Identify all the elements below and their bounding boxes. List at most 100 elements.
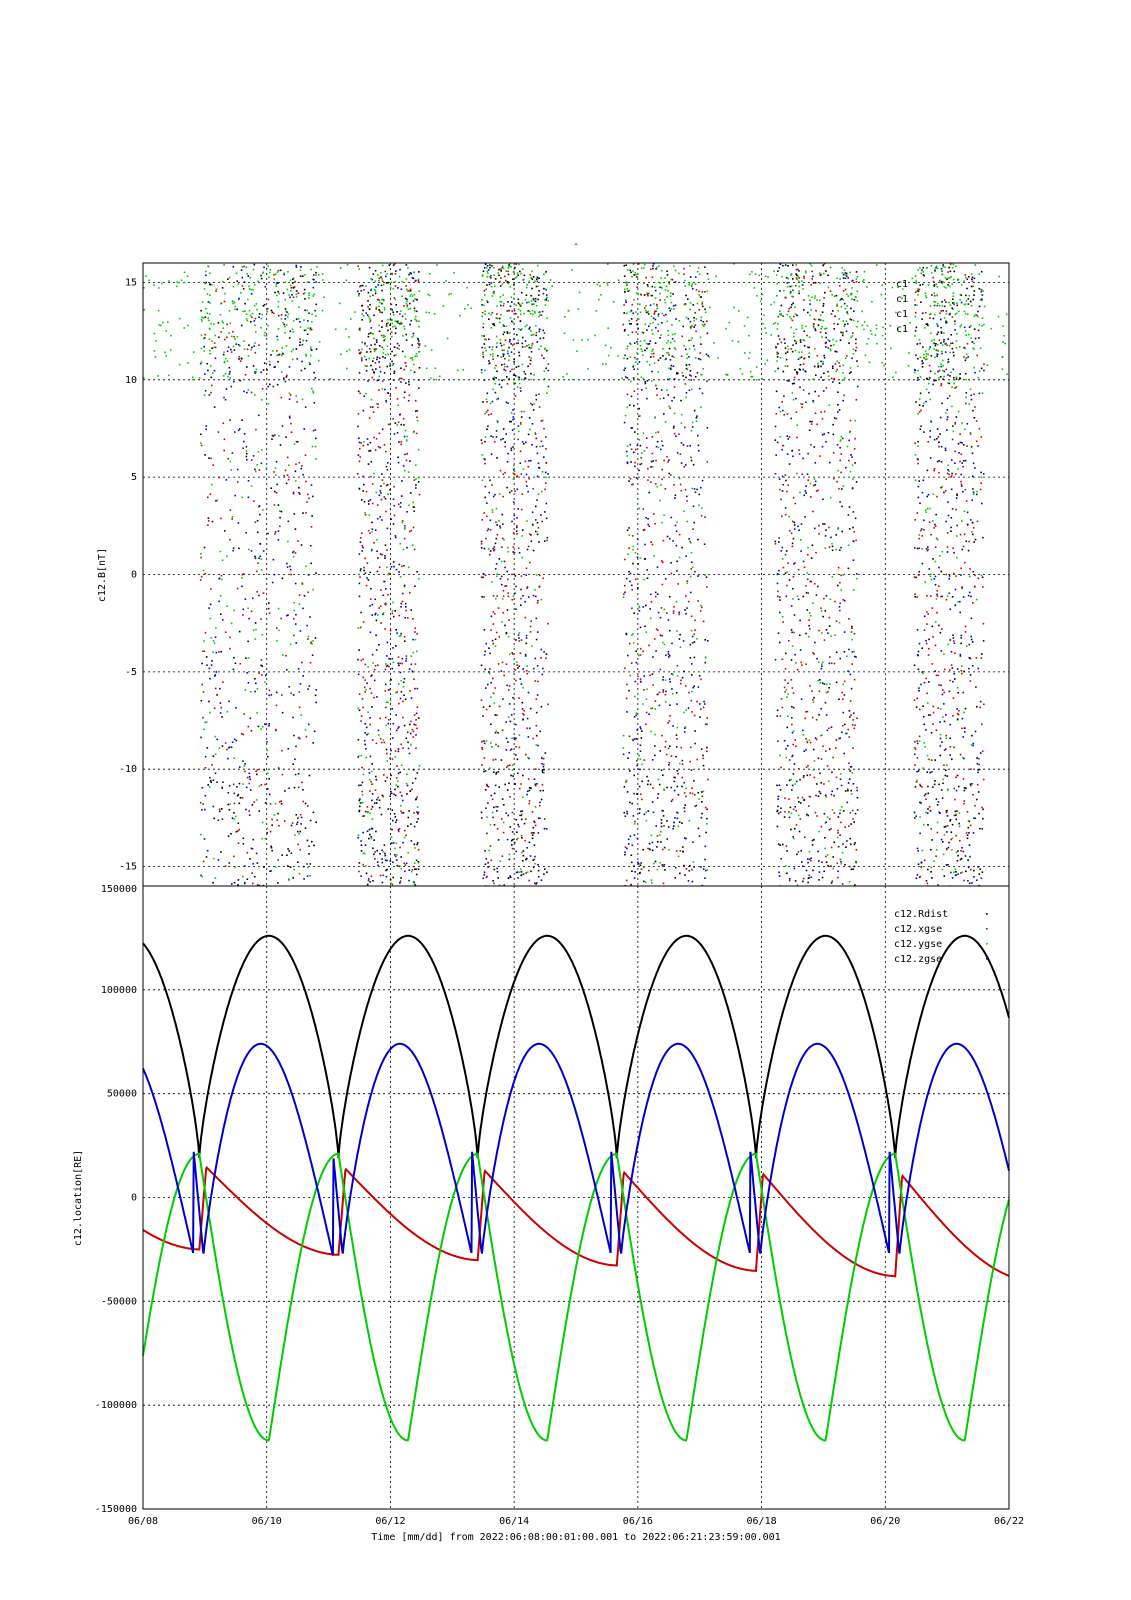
b-field-point — [792, 754, 794, 757]
b-field-point — [491, 295, 494, 297]
b-field-point — [267, 385, 269, 388]
b-field-point — [269, 271, 271, 274]
b-field-point — [381, 320, 383, 322]
b-field-point — [530, 540, 533, 543]
b-field-point — [360, 290, 363, 292]
b-field-point — [825, 861, 828, 863]
b-field-point — [252, 882, 254, 885]
b-field-point — [534, 783, 537, 786]
b-field-point — [802, 729, 804, 732]
b-field-point — [497, 839, 500, 841]
b-field-point — [311, 313, 313, 316]
b-field-point — [856, 325, 858, 328]
b-field-point — [832, 756, 834, 759]
b-field-point — [790, 532, 793, 535]
b-field-point — [515, 850, 517, 853]
b-field-point — [384, 859, 387, 862]
b-field-point — [834, 350, 837, 353]
b-field-point — [490, 275, 492, 277]
b-field-point — [508, 264, 510, 266]
b-field-point — [643, 813, 646, 816]
b-field-point — [804, 717, 806, 720]
b-field-point — [528, 802, 530, 805]
b-field-point — [410, 272, 413, 275]
b-field-point — [220, 706, 222, 709]
b-field-point — [237, 822, 240, 824]
b-field-point — [241, 577, 243, 579]
b-field-point — [247, 682, 250, 684]
b-field-point — [258, 414, 260, 417]
b-field-point — [485, 876, 488, 879]
b-field-point — [788, 816, 791, 819]
b-field-point — [240, 357, 243, 360]
b-field-point — [361, 794, 364, 796]
b-field-point — [302, 292, 305, 295]
b-field-point — [411, 277, 414, 279]
b-field-point — [270, 694, 273, 696]
b-field-point — [776, 356, 779, 358]
b-field-point — [849, 716, 851, 718]
b-field-point — [852, 332, 854, 334]
b-field-point — [293, 618, 295, 620]
b-field-point — [813, 478, 816, 480]
b-field-point — [778, 569, 780, 572]
b-field-point — [775, 274, 778, 276]
b-field-point — [516, 524, 518, 527]
b-field-point — [679, 633, 681, 636]
b-field-point — [666, 270, 668, 273]
b-field-point — [286, 316, 289, 318]
b-field-point — [820, 376, 822, 379]
b-field-point — [791, 295, 793, 298]
b-field-point — [628, 527, 630, 529]
b-field-point — [638, 785, 641, 788]
b-field-point — [392, 876, 394, 879]
b-field-point — [791, 723, 793, 726]
b-field-point — [657, 841, 659, 843]
b-field-point — [221, 578, 223, 581]
b-field-point — [623, 369, 625, 371]
b-field-point — [369, 790, 371, 792]
b-field-point — [627, 654, 629, 657]
b-field-point — [519, 423, 522, 426]
b-field-point — [383, 844, 386, 846]
b-field-point — [364, 511, 366, 514]
b-field-point — [212, 779, 215, 782]
b-field-point — [480, 811, 483, 814]
b-field-point — [390, 679, 392, 681]
b-field-point — [237, 481, 239, 483]
b-field-point — [836, 303, 838, 306]
b-field-point — [659, 750, 662, 752]
b-field-point — [206, 312, 208, 314]
b-field-point — [375, 775, 377, 778]
b-field-point — [706, 272, 709, 275]
b-field-point — [357, 413, 360, 415]
b-field-point — [623, 786, 626, 788]
b-field-point — [284, 318, 286, 320]
b-field-point — [626, 812, 629, 815]
b-field-point — [668, 762, 671, 764]
b-field-point — [379, 516, 381, 518]
b-field-point — [527, 736, 530, 738]
b-field-point — [248, 814, 251, 816]
b-field-point — [531, 645, 533, 647]
b-field-point — [312, 391, 315, 394]
b-field-point — [852, 747, 854, 749]
b-field-point — [403, 564, 405, 567]
b-field-point — [704, 516, 706, 518]
b-field-point — [407, 825, 409, 827]
b-field-point — [684, 804, 686, 806]
b-field-point — [415, 712, 418, 715]
b-field-point — [403, 635, 406, 638]
b-field-point — [415, 353, 418, 355]
b-field-point — [483, 512, 485, 514]
b-field-point — [517, 274, 519, 276]
b-field-point — [667, 650, 670, 653]
b-field-point — [237, 879, 240, 881]
b-field-point — [637, 538, 639, 541]
b-field-point — [855, 342, 857, 345]
b-field-point — [537, 869, 540, 872]
b-field-point — [504, 369, 507, 372]
b-field-point — [484, 294, 486, 296]
b-field-point — [512, 653, 514, 655]
b-field-point — [380, 284, 383, 287]
